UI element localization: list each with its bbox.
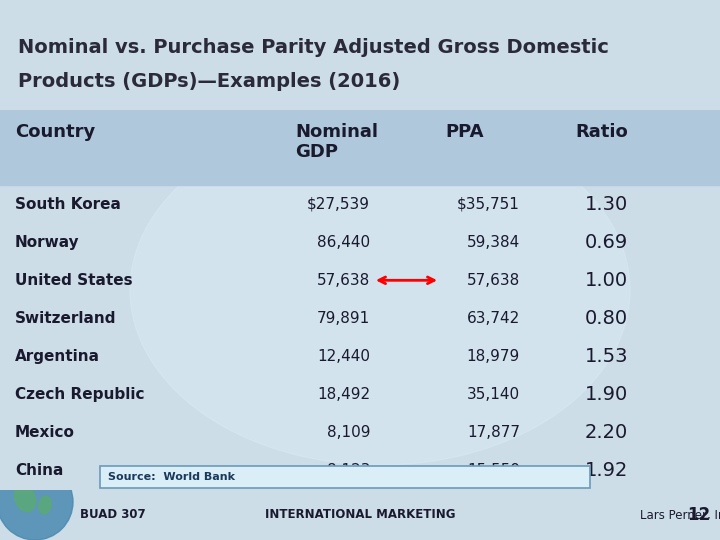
- Text: 35,140: 35,140: [467, 387, 520, 402]
- Ellipse shape: [130, 115, 630, 465]
- Text: 18,492: 18,492: [317, 387, 370, 402]
- Text: 59,384: 59,384: [467, 235, 520, 249]
- Text: 18,979: 18,979: [467, 349, 520, 364]
- Text: 1.92: 1.92: [585, 462, 629, 481]
- Text: Nominal vs. Purchase Parity Adjusted Gross Domestic: Nominal vs. Purchase Parity Adjusted Gro…: [18, 38, 609, 57]
- Text: Ratio: Ratio: [575, 123, 628, 141]
- Text: 57,638: 57,638: [317, 273, 370, 288]
- Text: 15,559: 15,559: [467, 463, 520, 478]
- Text: Czech Republic: Czech Republic: [15, 387, 145, 402]
- Text: 1.30: 1.30: [585, 194, 629, 213]
- Text: 0.80: 0.80: [585, 309, 628, 328]
- Text: Nominal: Nominal: [295, 123, 378, 141]
- Text: 8,109: 8,109: [326, 426, 370, 440]
- Text: BUAD 307: BUAD 307: [80, 509, 145, 522]
- Text: Argentina: Argentina: [15, 349, 100, 364]
- Text: 1.53: 1.53: [585, 347, 629, 366]
- Text: Lars Perner, Instructor: Lars Perner, Instructor: [640, 509, 720, 522]
- Text: $27,539: $27,539: [307, 197, 370, 212]
- Text: 12: 12: [687, 506, 710, 524]
- Text: 8,123: 8,123: [326, 463, 370, 478]
- Text: 17,877: 17,877: [467, 426, 520, 440]
- Text: GDP: GDP: [295, 143, 338, 161]
- Text: United States: United States: [15, 273, 132, 288]
- Bar: [0, 110, 720, 185]
- Text: 1.00: 1.00: [585, 271, 628, 290]
- Ellipse shape: [14, 484, 35, 511]
- Text: Mexico: Mexico: [15, 426, 75, 440]
- Text: PPA: PPA: [445, 123, 484, 141]
- Text: 1.90: 1.90: [585, 385, 629, 404]
- Text: Country: Country: [15, 123, 95, 141]
- Circle shape: [0, 464, 73, 540]
- Text: 12,440: 12,440: [317, 349, 370, 364]
- Text: South Korea: South Korea: [15, 197, 121, 212]
- Text: 57,638: 57,638: [467, 273, 520, 288]
- Text: Switzerland: Switzerland: [15, 311, 117, 326]
- Ellipse shape: [39, 496, 51, 514]
- Text: Products (GDPs)—Examples (2016): Products (GDPs)—Examples (2016): [18, 72, 400, 91]
- Text: 86,440: 86,440: [317, 235, 370, 249]
- Text: Norway: Norway: [15, 235, 80, 249]
- Text: INTERNATIONAL MARKETING: INTERNATIONAL MARKETING: [265, 509, 455, 522]
- Text: China: China: [15, 463, 63, 478]
- Text: $35,751: $35,751: [457, 197, 520, 212]
- Text: 0.69: 0.69: [585, 233, 629, 252]
- Text: 2.20: 2.20: [585, 423, 629, 442]
- Text: 63,742: 63,742: [467, 311, 520, 326]
- Text: Source:  World Bank: Source: World Bank: [108, 472, 235, 482]
- Text: 79,891: 79,891: [317, 311, 370, 326]
- FancyBboxPatch shape: [100, 466, 590, 488]
